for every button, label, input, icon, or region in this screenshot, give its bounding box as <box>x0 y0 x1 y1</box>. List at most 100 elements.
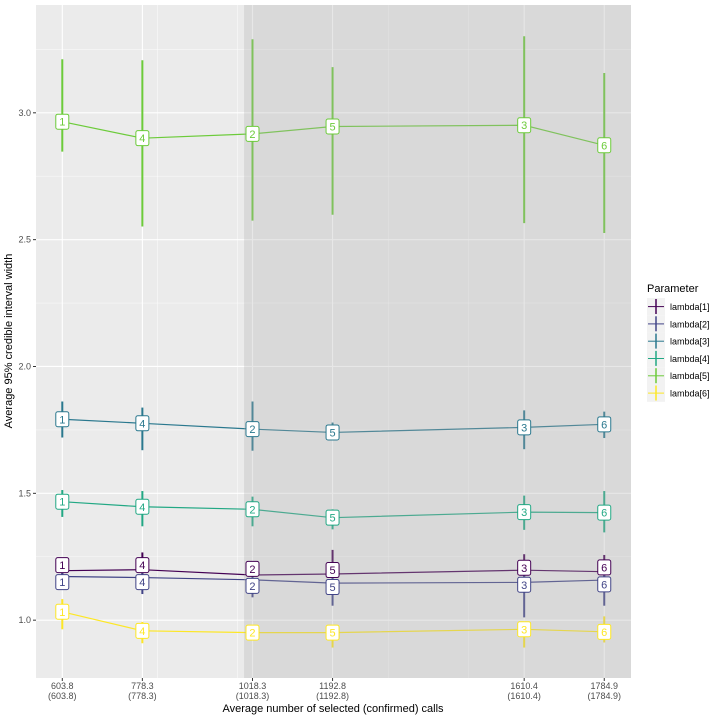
legend-label: lambda[3] <box>670 337 710 347</box>
point-label: 6 <box>601 140 607 152</box>
legend-item: lambda[3] <box>647 332 710 350</box>
shaded-region <box>244 5 632 678</box>
point-label-box <box>135 130 150 147</box>
point-label-box <box>55 493 70 510</box>
x-axis: 603.8(603.8) 778.3(778.3) 1018.3(1018.3) 11… <box>48 678 621 701</box>
point-label-lambda[4]: 1 <box>55 493 70 510</box>
legend-label: lambda[5] <box>670 371 710 381</box>
legend-title: Parameter <box>647 283 699 295</box>
point-label-box <box>325 424 340 441</box>
point-label-box <box>517 621 532 638</box>
point-label-box <box>245 125 260 142</box>
point-label-box <box>517 576 532 593</box>
point-label-box <box>245 421 260 438</box>
point-label-box <box>55 411 70 428</box>
point-label-lambda[6]: 2 <box>245 624 260 641</box>
y-axis-title: Average 95% credible interval width <box>3 254 15 429</box>
point-label-lambda[6]: 4 <box>135 622 150 639</box>
y-tick-label: 2.5 <box>18 235 31 245</box>
series-line <box>62 569 605 576</box>
point-label-box <box>135 498 150 515</box>
series-line <box>62 575 605 584</box>
point-label: 6 <box>601 627 607 639</box>
point-label-lambda[5]: 6 <box>597 137 612 154</box>
point-label: 5 <box>329 565 335 577</box>
point-label: 5 <box>329 122 335 134</box>
point-label: 1 <box>59 497 65 509</box>
point-label-box <box>597 623 612 640</box>
y-tick-label: 1.0 <box>18 615 31 625</box>
y-axis: 1.0 1.5 2.0 2.5 3.0 <box>18 108 36 625</box>
point-label-lambda[5]: 2 <box>245 125 260 142</box>
point-label-box <box>55 113 70 130</box>
legend-item: lambda[5] <box>647 367 710 385</box>
point-label: 2 <box>249 504 255 516</box>
point-label-lambda[4]: 3 <box>517 504 532 521</box>
point-label-box <box>55 603 70 620</box>
point-label: 5 <box>329 582 335 594</box>
series-line <box>62 418 605 434</box>
point-label-lambda[2]: 4 <box>135 574 150 591</box>
point-label: 6 <box>601 579 607 591</box>
point-label: 3 <box>521 422 527 434</box>
point-label-box <box>325 509 340 526</box>
point-label: 1 <box>59 117 65 129</box>
legend-label: lambda[1] <box>670 302 710 312</box>
point-label: 4 <box>139 560 145 572</box>
point-labels: 1 1 1 1 1 1 4 4 4 4 4 4 2 2 2 2 2 2 5 5 5 5 5 5 3 3 3 3 3 3 6 6 6 6 6 6 <box>55 113 612 641</box>
point-label: 4 <box>139 418 145 430</box>
point-label: 6 <box>601 419 607 431</box>
point-label-lambda[2]: 2 <box>245 577 260 594</box>
point-label-box <box>597 416 612 433</box>
point-label-box <box>135 622 150 639</box>
x-tick-label-sub: (1018.3) <box>236 691 270 701</box>
point-label-lambda[3]: 2 <box>245 421 260 438</box>
point-label-lambda[1]: 2 <box>245 560 260 577</box>
legend-item: lambda[1] <box>647 298 710 316</box>
legend-item: lambda[4] <box>647 349 710 368</box>
x-tick-label: 1018.3 <box>239 681 267 691</box>
point-label-lambda[1]: 3 <box>517 559 532 576</box>
point-label-lambda[6]: 3 <box>517 621 532 638</box>
point-label-box <box>517 117 532 134</box>
point-label: 2 <box>249 129 255 141</box>
point-label-lambda[6]: 1 <box>55 603 70 620</box>
x-tick-label: 1610.4 <box>510 681 538 691</box>
y-tick-label: 2.0 <box>18 361 31 371</box>
point-label-box <box>135 415 150 432</box>
point-label-box <box>597 559 612 576</box>
x-axis-title: Average number of selected (confirmed) c… <box>222 703 444 715</box>
series-line <box>62 501 605 519</box>
point-label: 3 <box>521 624 527 636</box>
series-line <box>62 611 605 634</box>
x-tick-label-sub: (1784.9) <box>587 691 621 701</box>
point-label: 6 <box>601 562 607 574</box>
x-tick-label-sub: (778.3) <box>128 691 157 701</box>
point-label-box <box>325 624 340 641</box>
y-tick-label: 1.5 <box>18 488 31 498</box>
point-label-lambda[6]: 5 <box>325 624 340 641</box>
point-label-lambda[2]: 6 <box>597 576 612 593</box>
point-label-lambda[2]: 5 <box>325 579 340 596</box>
legend-label: lambda[6] <box>670 389 710 399</box>
point-label: 4 <box>139 626 145 638</box>
x-tick-label: 603.8 <box>51 681 74 691</box>
point-label: 1 <box>59 414 65 426</box>
point-label: 2 <box>249 628 255 640</box>
point-label-box <box>325 579 340 596</box>
legend: Parameter lambda[1] lambda[2] lambda[3] lam… <box>647 283 710 402</box>
point-label-lambda[4]: 4 <box>135 498 150 515</box>
point-label-lambda[5]: 4 <box>135 130 150 147</box>
point-label: 3 <box>521 120 527 132</box>
y-tick-label: 3.0 <box>18 108 31 118</box>
point-label-box <box>325 118 340 135</box>
x-tick-label-sub: (603.8) <box>48 691 77 701</box>
legend-item: lambda[2] <box>647 315 710 333</box>
point-label: 4 <box>139 577 145 589</box>
point-label-box <box>517 504 532 521</box>
point-label-lambda[2]: 1 <box>55 574 70 591</box>
point-label-box <box>517 419 532 436</box>
point-label-box <box>245 624 260 641</box>
x-tick-label-sub: (1192.8) <box>316 691 349 701</box>
x-tick-label: 1192.8 <box>319 681 346 691</box>
